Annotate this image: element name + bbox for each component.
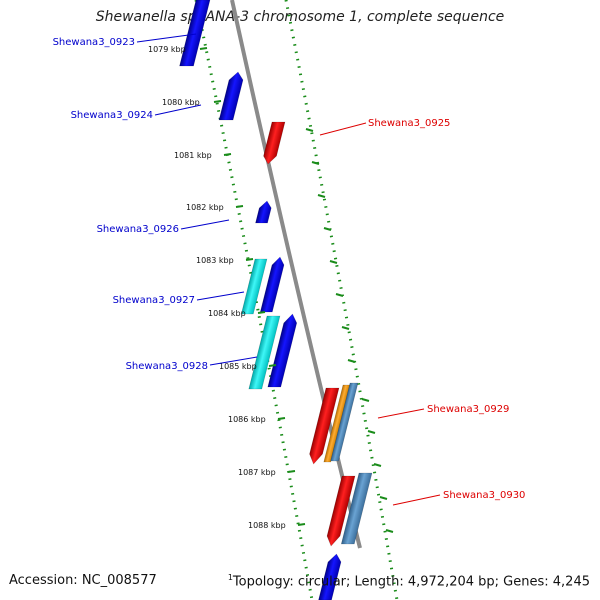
ruler-label: 1079 kbp (148, 45, 186, 54)
track-tick (347, 359, 356, 363)
ruler-label: 1088 kbp (248, 521, 286, 530)
label-leader (154, 104, 202, 116)
ruler-tick (245, 258, 254, 261)
ruler-tick (223, 153, 232, 156)
ruler-label: 1084 kbp (208, 309, 246, 318)
gene-next-forward[interactable] (318, 553, 343, 600)
gene-Shewana3_0924[interactable] (218, 71, 245, 121)
ruler-tick (257, 311, 266, 314)
gene-Shewana3_0930-steel[interactable] (340, 472, 373, 545)
gene-Shewana3_0923[interactable] (179, 0, 211, 67)
label-leader (392, 494, 441, 506)
gene-label-Shewana3_0927[interactable]: Shewana3_0927 (113, 295, 195, 306)
track-tick (341, 326, 350, 330)
ruler-tick (277, 417, 286, 420)
gene-label-Shewana3_0926[interactable]: Shewana3_0926 (97, 224, 179, 235)
track-tick (323, 227, 332, 231)
topology-info: 1Topology: circular; Length: 4,972,204 b… (228, 573, 590, 589)
gene-Shewana3_0929-steel[interactable] (330, 382, 359, 462)
gene-Shewana3_0928-cyan[interactable] (248, 315, 281, 390)
track-tick (379, 496, 388, 500)
gene-Shewana3_0925[interactable] (262, 121, 286, 165)
track-tick (329, 260, 338, 264)
track-tick (311, 161, 320, 165)
label-leader (180, 219, 230, 230)
label-leader (196, 291, 245, 301)
ruler-label: 1083 kbp (196, 256, 234, 265)
gene-Shewana3_0930[interactable] (325, 475, 356, 547)
ruler-label: 1082 kbp (186, 203, 224, 212)
track-tick (385, 529, 394, 533)
label-leader (377, 408, 425, 419)
map-lanes (194, 0, 399, 600)
ruler-label: 1080 kbp (162, 98, 200, 107)
label-leader (136, 33, 197, 43)
gene-label-Shewana3_0925[interactable]: Shewana3_0925 (368, 118, 450, 129)
gene-labels: Shewana3_0923 Shewana3_0924 Shewana3_0926 S… (53, 33, 525, 506)
ruler-dotted-line (194, 0, 314, 600)
feature-layer (179, 0, 373, 600)
gene-label-Shewana3_0924[interactable]: Shewana3_0924 (71, 110, 153, 121)
gene-Shewana3_0927-cyan[interactable] (240, 258, 268, 315)
ruler-label: 1087 kbp (238, 468, 276, 477)
ruler-tick (297, 523, 306, 526)
ruler-label: 1081 kbp (174, 151, 212, 160)
label-leader (209, 356, 258, 366)
track-tick (317, 194, 326, 198)
accession-text: Accession: NC_008577 (9, 573, 157, 588)
track-tick (305, 128, 314, 132)
gene-Shewana3_0927[interactable] (259, 256, 286, 313)
topology-text: Topology: circular; Length: 4,972,204 bp… (232, 574, 590, 590)
gene-label-Shewana3_0928[interactable]: Shewana3_0928 (126, 361, 208, 372)
track-tick (335, 293, 344, 297)
gene-label-Shewana3_0929[interactable]: Shewana3_0929 (427, 404, 509, 415)
track-tick (361, 398, 370, 402)
ruler-tick (287, 470, 296, 473)
ruler-tick (268, 364, 277, 367)
label-leader (319, 122, 367, 136)
ruler-label: 1085 kbp (219, 362, 257, 371)
gene-Shewana3_0929[interactable] (307, 387, 340, 465)
track-tick (367, 430, 376, 434)
gene-Shewana3_0929-orange[interactable] (323, 384, 351, 463)
track-tick (373, 463, 382, 467)
topology-marker: 1 (227, 573, 233, 582)
ruler-tick (213, 100, 222, 103)
gene-label-Shewana3_0930[interactable]: Shewana3_0930 (443, 490, 525, 501)
ruler: 1079 kbp 1080 kbp 1081 kbp 1082 kbp 1083 kbp… (148, 45, 306, 530)
gene-Shewana3_0926[interactable] (255, 200, 273, 224)
ruler-tick (235, 205, 244, 208)
gene-label-Shewana3_0923[interactable]: Shewana3_0923 (53, 37, 135, 48)
ruler-label: 1086 kbp (228, 415, 266, 424)
gene-Shewana3_0928[interactable] (267, 313, 299, 388)
ruler-tick (199, 47, 208, 50)
